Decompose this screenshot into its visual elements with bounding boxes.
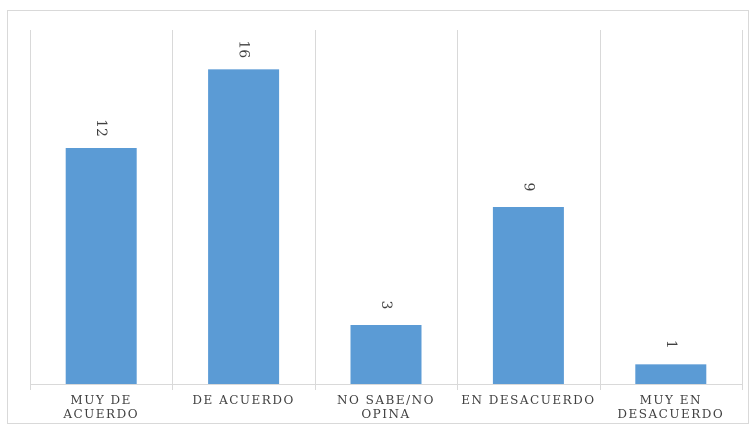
- bar-0: [65, 148, 137, 384]
- category-label-3: EN DESACUERDO: [461, 393, 595, 407]
- data-label-1: 16: [236, 40, 252, 58]
- category-label-2: NO SABE/NO OPINA: [337, 393, 435, 421]
- data-label-2: 3: [378, 301, 394, 310]
- category-label-line: DE ACUERDO: [192, 393, 294, 407]
- bar-2: [350, 325, 422, 384]
- category-label-line: OPINA: [361, 407, 410, 421]
- bar-3: [492, 207, 564, 384]
- bar-4: [635, 364, 707, 384]
- category-label-line: NO SABE/NO: [337, 393, 435, 407]
- category-label-line: MUY EN: [640, 393, 702, 407]
- data-label-4: 1: [663, 340, 679, 349]
- category-label-line: MUY DE: [70, 393, 132, 407]
- category-label-line: EN DESACUERDO: [461, 393, 595, 407]
- category-label-0: MUY DE ACUERDO: [62, 393, 139, 421]
- data-label-3: 9: [520, 183, 536, 192]
- category-label-line: DESACUERDO: [617, 407, 724, 421]
- bar-1: [208, 69, 280, 384]
- category-label-line: ACUERDO: [62, 407, 139, 421]
- data-label-0: 12: [93, 119, 109, 137]
- category-label-4: MUY EN DESACUERDO: [617, 393, 724, 421]
- category-label-1: DE ACUERDO: [192, 393, 294, 407]
